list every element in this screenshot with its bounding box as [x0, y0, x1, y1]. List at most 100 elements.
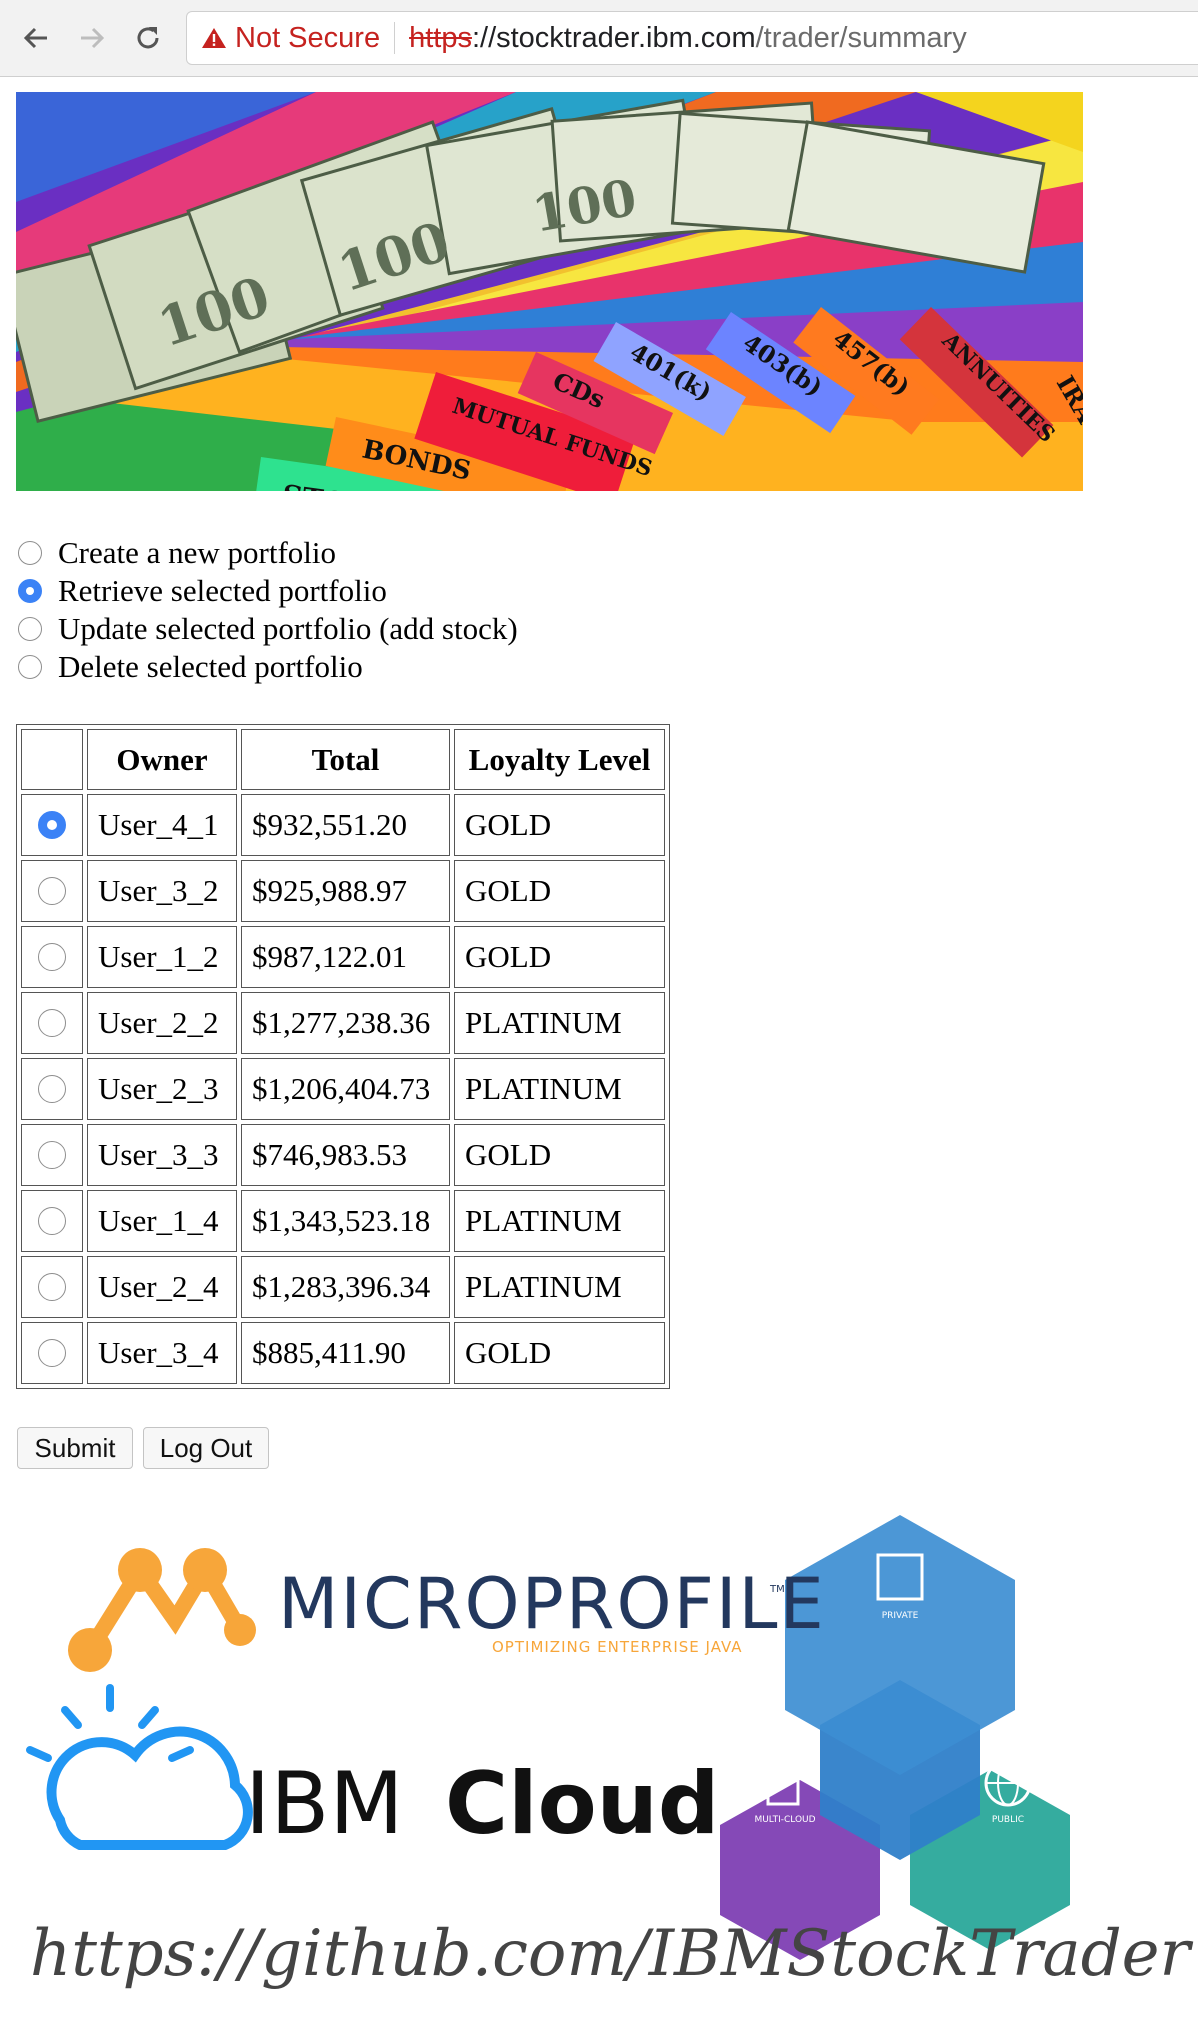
loyalty-level-cell: GOLD — [454, 1124, 665, 1186]
url-scheme: https — [409, 21, 472, 54]
microprofile-logo: MICROPROFILE TM OPTIMIZING ENTERPRISE JA… — [68, 1548, 826, 1672]
total-cell: $932,551.20 — [241, 794, 450, 856]
total-cell: $925,988.97 — [241, 860, 450, 922]
row-select-cell[interactable] — [21, 1322, 83, 1384]
total-cell: $1,283,396.34 — [241, 1256, 450, 1318]
row-select-cell[interactable] — [21, 992, 83, 1054]
ibm-cloud-logo: IBM Cloud — [26, 1684, 719, 1854]
loyalty-level-cell: PLATINUM — [454, 1190, 665, 1252]
header-select — [21, 729, 83, 790]
create-radio[interactable] — [18, 541, 42, 565]
footer-logos: PRIVATE MULTI-CLOUD PUBLIC MICROPROFILE … — [0, 1500, 1198, 2034]
not-secure-label: Not Secure — [235, 21, 381, 54]
portfolio-action-group: Create a new portfolio Retrieve selected… — [18, 534, 518, 686]
owner-cell: User_1_4 — [87, 1190, 237, 1252]
multi-cloud-icon — [766, 1758, 800, 1806]
action-option-create[interactable]: Create a new portfolio — [18, 534, 518, 572]
portfolio-select-radio[interactable] — [38, 877, 66, 905]
svg-text:PRIVATE: PRIVATE — [882, 1611, 919, 1621]
url-separator: :// — [471, 21, 497, 54]
logout-button[interactable]: Log Out — [143, 1427, 269, 1469]
portfolio-select-radio[interactable] — [38, 1273, 66, 1301]
loyalty-level-cell: GOLD — [454, 794, 665, 856]
total-cell: $1,343,523.18 — [241, 1190, 450, 1252]
owner-cell: User_3_3 — [87, 1124, 237, 1186]
row-select-cell[interactable] — [21, 1124, 83, 1186]
loyalty-level-cell: PLATINUM — [454, 992, 665, 1054]
github-link: https://github.com/IBMStockTrader — [30, 1917, 1194, 1991]
svg-text:Cloud: Cloud — [445, 1754, 719, 1854]
forward-button[interactable] — [72, 18, 112, 58]
money-folders-illustration: 100 100 100 STOCKS BONDS MUTUAL FUNDS CD… — [16, 92, 1083, 491]
owner-cell: User_2_2 — [87, 992, 237, 1054]
back-button[interactable] — [16, 18, 56, 58]
owner-cell: User_3_2 — [87, 860, 237, 922]
loyalty-level-cell: PLATINUM — [454, 1058, 665, 1120]
loyalty-level-cell: PLATINUM — [454, 1256, 665, 1318]
url-divider — [394, 22, 396, 54]
reload-button[interactable] — [128, 18, 168, 58]
forward-arrow-icon — [81, 27, 105, 49]
portfolio-select-radio[interactable] — [38, 1009, 66, 1037]
owner-cell: User_2_4 — [87, 1256, 237, 1318]
svg-text:MULTI-CLOUD: MULTI-CLOUD — [754, 1815, 815, 1825]
action-option-delete[interactable]: Delete selected portfolio — [18, 648, 518, 686]
portfolio-table: Owner Total Loyalty Level User_4_1 $932,5… — [16, 724, 670, 1389]
private-cloud-icon — [876, 1553, 924, 1601]
portfolio-select-radio[interactable] — [38, 811, 66, 839]
owner-cell: User_3_4 — [87, 1322, 237, 1384]
total-cell: $987,122.01 — [241, 926, 450, 988]
security-indicator[interactable]: Not Secure — [187, 22, 380, 55]
total-cell: $1,206,404.73 — [241, 1058, 450, 1120]
row-select-cell[interactable] — [21, 926, 83, 988]
total-cell: $1,277,238.36 — [241, 992, 450, 1054]
row-select-cell[interactable] — [21, 1190, 83, 1252]
retrieve-label: Retrieve selected portfolio — [58, 573, 387, 608]
url-path: /trader/summary — [755, 21, 967, 54]
row-select-cell[interactable] — [21, 860, 83, 922]
svg-text:IBM: IBM — [245, 1754, 404, 1854]
microprofile-mark-icon — [82, 1554, 248, 1658]
create-label: Create a new portfolio — [58, 535, 337, 570]
reload-icon — [137, 27, 159, 49]
svg-text:TM: TM — [769, 1584, 785, 1595]
loyalty-level-cell: GOLD — [454, 860, 665, 922]
logos-graphic: PRIVATE MULTI-CLOUD PUBLIC MICROPROFILE … — [26, 1515, 1194, 1991]
hero-banner-image: 100 100 100 STOCKS BONDS MUTUAL FUNDS CD… — [16, 92, 1083, 491]
owner-cell: User_1_2 — [87, 926, 237, 988]
portfolio-select-radio[interactable] — [38, 943, 66, 971]
portfolio-select-radio[interactable] — [38, 1339, 66, 1367]
cloud-icon — [46, 1726, 253, 1850]
update-radio[interactable] — [18, 617, 42, 641]
loyalty-level-cell: GOLD — [454, 926, 665, 988]
owner-cell: User_2_3 — [87, 1058, 237, 1120]
hybrid-cloud-hexagons-icon: PRIVATE MULTI-CLOUD PUBLIC — [720, 1515, 1070, 1960]
header-total: Total — [241, 729, 450, 790]
total-cell: $885,411.90 — [241, 1322, 450, 1384]
owner-cell: User_4_1 — [87, 794, 237, 856]
row-select-cell[interactable] — [21, 1058, 83, 1120]
header-owner: Owner — [87, 729, 237, 790]
delete-label: Delete selected portfolio — [58, 649, 363, 684]
back-arrow-icon — [23, 27, 47, 49]
address-bar[interactable]: Not Secure https://stocktrader.ibm.com/t… — [186, 11, 1198, 65]
row-select-cell[interactable] — [21, 1256, 83, 1318]
portfolio-select-radio[interactable] — [38, 1141, 66, 1169]
submit-button[interactable]: Submit — [17, 1427, 133, 1469]
row-select-cell[interactable] — [21, 794, 83, 856]
microprofile-tagline: OPTIMIZING ENTERPRISE JAVA — [492, 1638, 743, 1656]
action-option-retrieve[interactable]: Retrieve selected portfolio — [18, 572, 518, 610]
action-option-update[interactable]: Update selected portfolio (add stock) — [18, 610, 518, 648]
header-loyalty-level: Loyalty Level — [454, 729, 665, 790]
url-host: stocktrader.ibm.com — [496, 21, 756, 54]
update-label: Update selected portfolio (add stock) — [58, 611, 518, 646]
loyalty-level-cell: GOLD — [454, 1322, 665, 1384]
retrieve-radio[interactable] — [18, 579, 42, 603]
portfolio-select-radio[interactable] — [38, 1075, 66, 1103]
browser-toolbar: Not Secure https://stocktrader.ibm.com/t… — [0, 0, 1198, 77]
microprofile-wordmark: MICROPROFILE — [278, 1563, 826, 1645]
portfolio-select-radio[interactable] — [38, 1207, 66, 1235]
warning-icon — [202, 28, 226, 48]
delete-radio[interactable] — [18, 655, 42, 679]
total-cell: $746,983.53 — [241, 1124, 450, 1186]
